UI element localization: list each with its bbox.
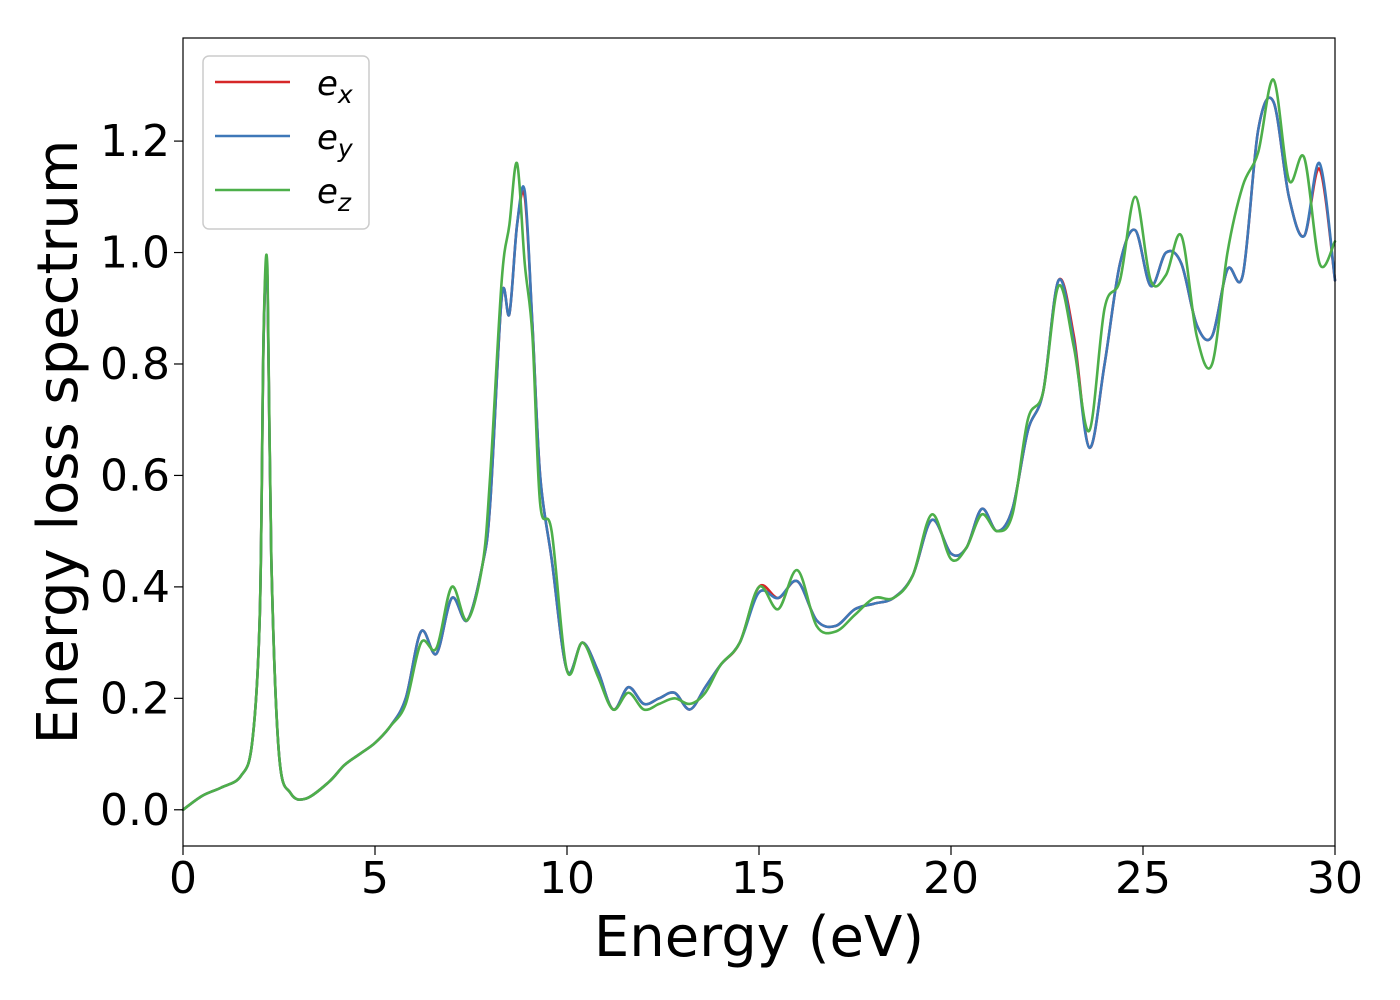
x-tick-label: 25 <box>1115 853 1171 904</box>
y-tick-label: 0.0 <box>100 785 170 836</box>
legend-label-ey: ey <box>317 118 354 163</box>
series-line-ez <box>181 78 1337 812</box>
y-tick-label: 0.4 <box>100 562 170 613</box>
x-tick-label: 0 <box>169 853 197 904</box>
legend-label-subscript: x <box>337 80 353 109</box>
y-tick-label: 0.8 <box>100 339 170 390</box>
legend-label-subscript: z <box>337 188 352 217</box>
legend-label-base: e <box>317 172 338 212</box>
legend-box <box>202 55 370 230</box>
x-axis-label: Energy (eV) <box>594 905 924 970</box>
x-tick-label: 30 <box>1307 853 1363 904</box>
series-layer <box>181 78 1337 812</box>
legend-label-ez: ez <box>317 172 352 217</box>
legend-label-base: e <box>317 118 338 158</box>
y-tick-label: 0.6 <box>100 450 170 501</box>
x-tick-label: 10 <box>539 853 595 904</box>
y-axis-label: Energy loss spectrum <box>26 140 91 745</box>
x-tick-label: 15 <box>731 853 787 904</box>
legend-label-ex: ex <box>317 64 353 109</box>
legend-label-base: e <box>317 64 338 104</box>
x-tick-label: 5 <box>361 853 389 904</box>
x-tick-label: 20 <box>923 853 979 904</box>
legend-label-subscript: y <box>337 134 354 163</box>
y-tick-label: 1.0 <box>100 228 170 279</box>
y-axis-ticks: 0.0 0.2 0.4 0.6 0.8 1.0 1.2 <box>100 116 183 836</box>
y-tick-label: 1.2 <box>100 116 170 167</box>
y-tick-label: 0.2 <box>100 673 170 724</box>
x-axis-ticks: 0 5 10 15 20 25 30 <box>169 846 1363 904</box>
